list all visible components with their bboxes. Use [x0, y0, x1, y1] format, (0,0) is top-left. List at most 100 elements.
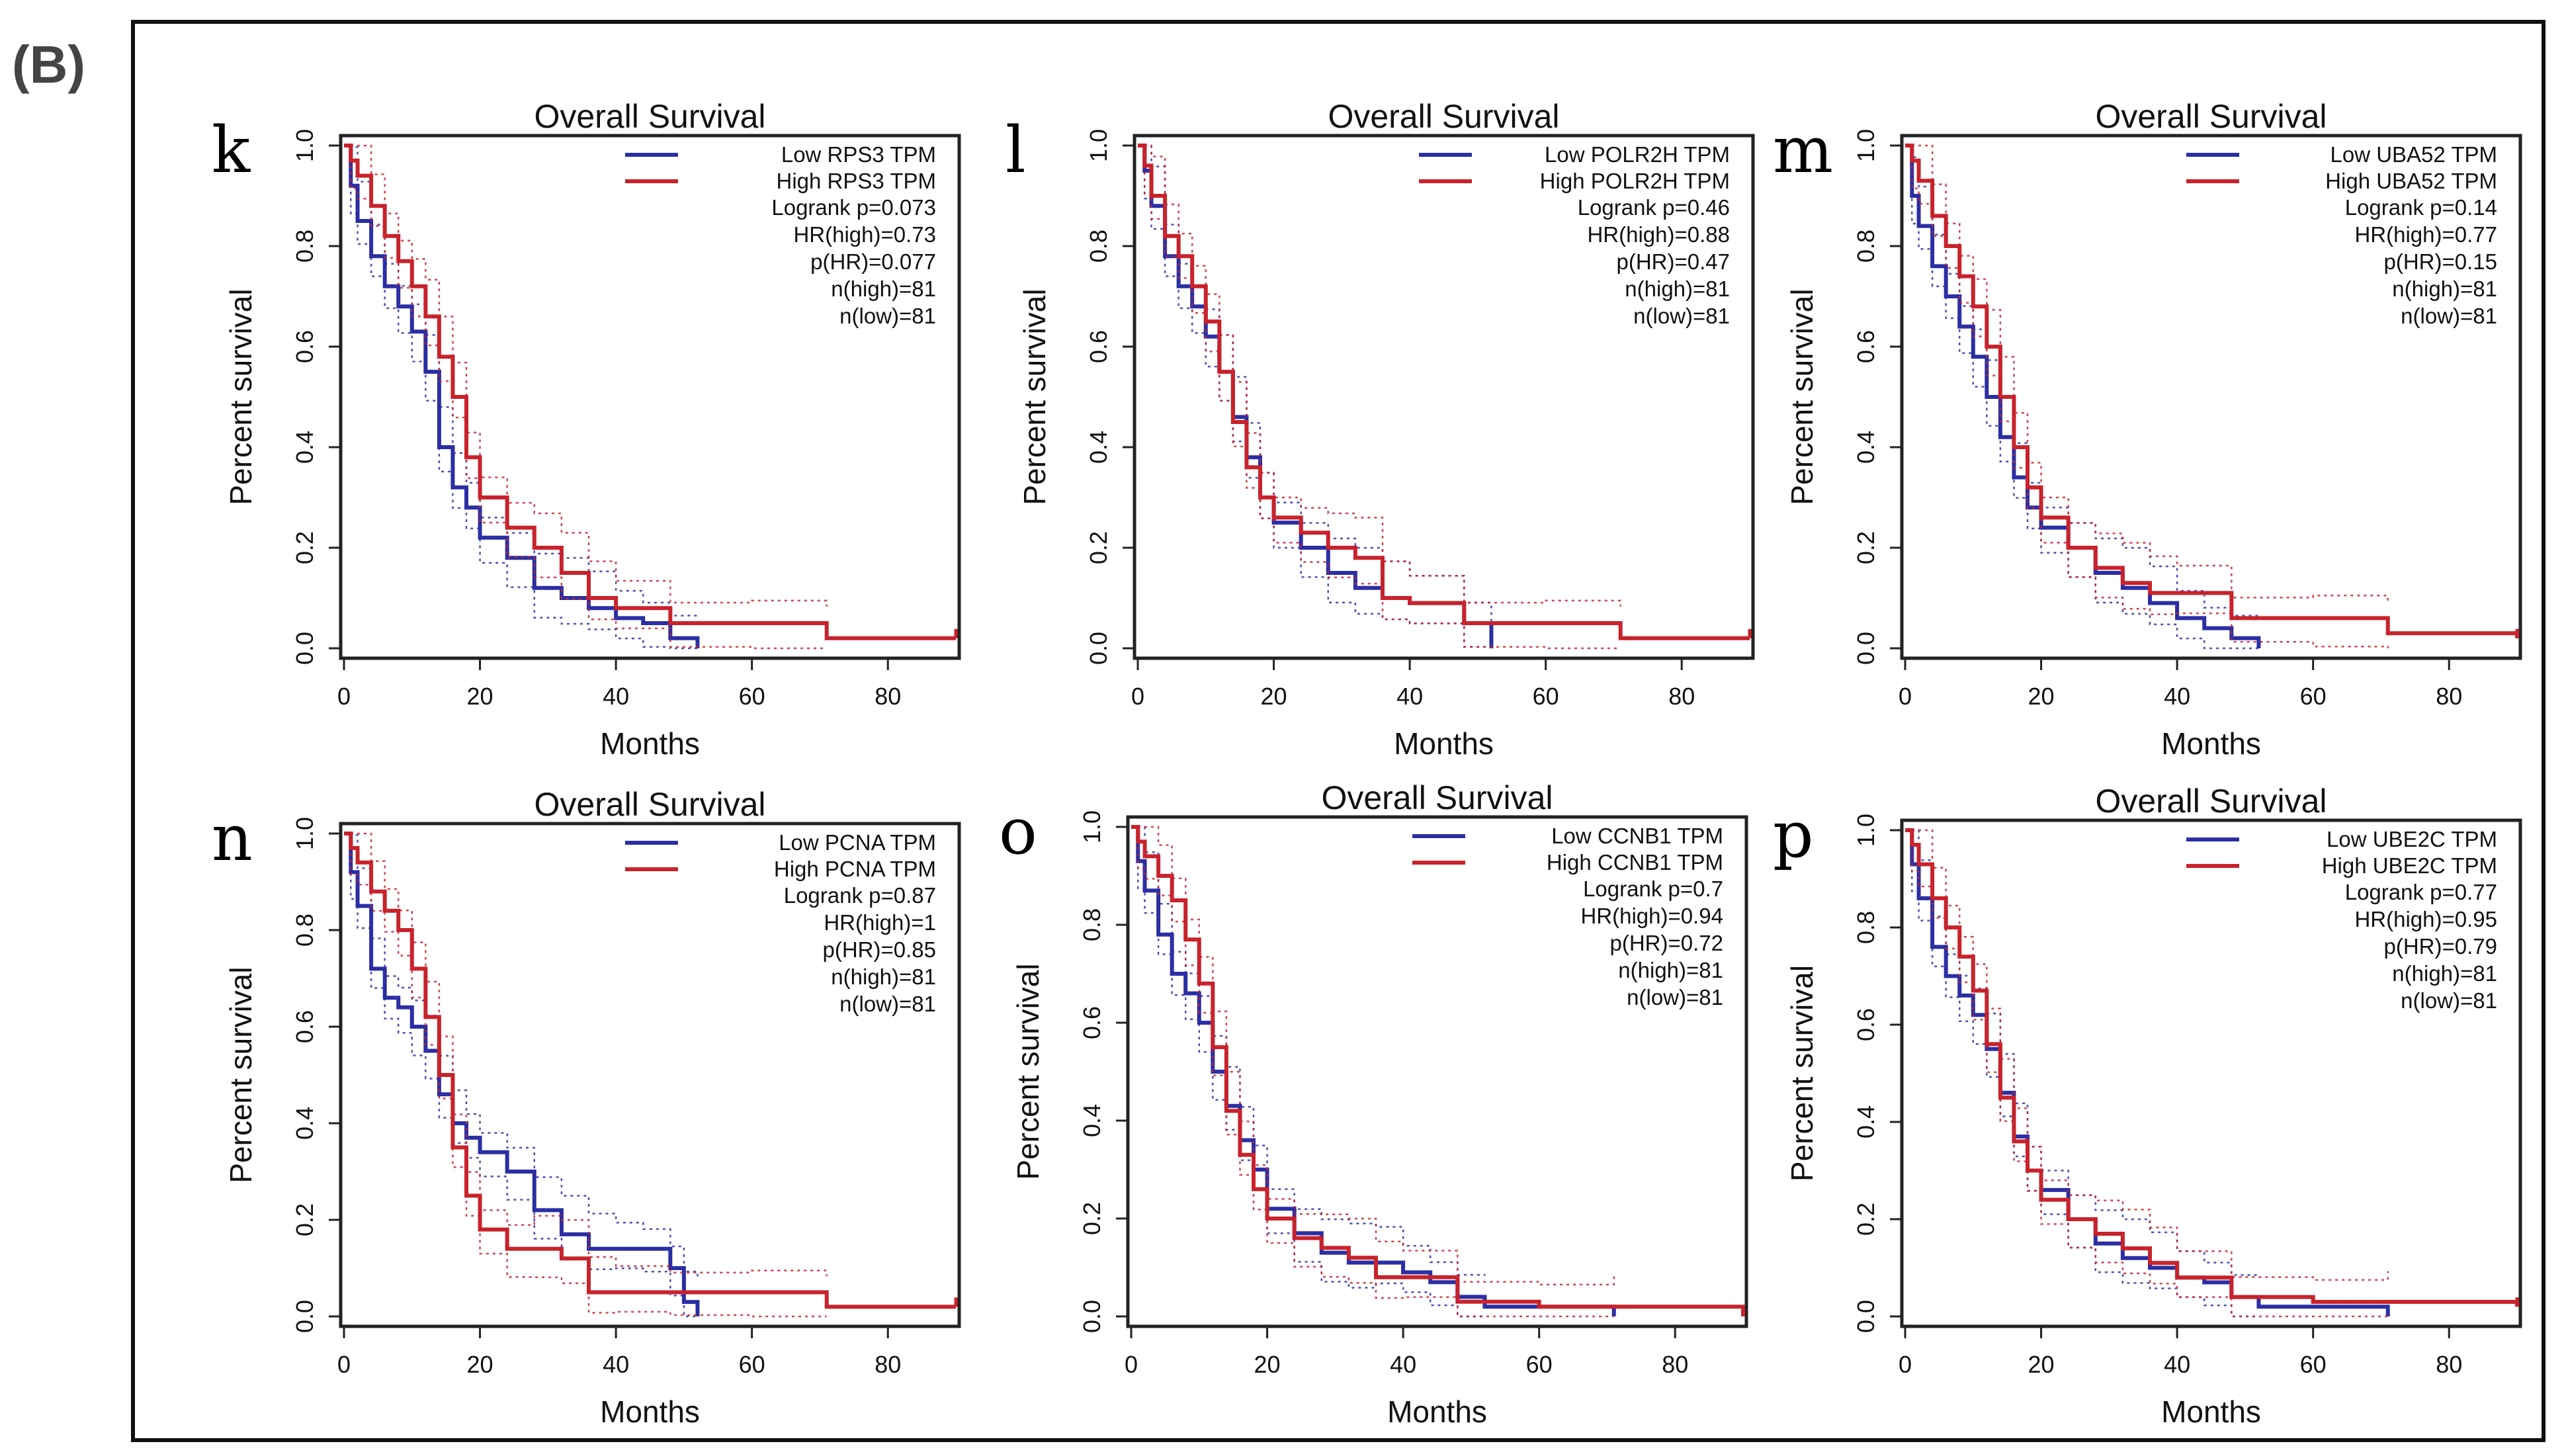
y-tick-label: 0.6	[291, 330, 318, 363]
x-tick-label: 40	[1396, 683, 1423, 710]
stat-annotation: Logrank p=0.77	[2345, 880, 2497, 904]
stat-annotation: Logrank p=0.46	[1578, 195, 1730, 220]
x-tick-label: 60	[1533, 683, 1559, 710]
chart-title: Overall Survival	[2095, 783, 2327, 820]
panel-m: m Overall Survival 0 20 40 60 80 0.0 0.2 0.4 0.6 0.…	[1773, 98, 2522, 761]
panel-letter: l	[1005, 113, 1026, 187]
ci-lower-band	[344, 144, 698, 650]
stat-annotation: n(high)=81	[2392, 961, 2497, 986]
x-axis-label: Months	[1394, 726, 1494, 761]
ci-upper-band	[1131, 826, 1486, 1276]
survival-curve-high	[344, 144, 956, 640]
y-tick-label: 1.0	[1852, 814, 1879, 847]
plot-box	[1126, 815, 1748, 1328]
chart-title: Overall Survival	[534, 98, 765, 135]
stat-annotation: Logrank p=0.14	[2345, 195, 2497, 220]
x-tick-label: 20	[467, 1351, 493, 1378]
x-tick-label: 0	[1131, 683, 1144, 710]
ci-upper-band	[1138, 144, 1492, 626]
x-tick-label: 60	[739, 683, 765, 710]
panel-n: n Overall Survival 0 20 40 60 80 0.0 0.2 0.4 0.6 0.…	[212, 786, 961, 1429]
y-tick-label: 0.0	[1078, 1300, 1105, 1333]
y-tick-label: 0.4	[1852, 1105, 1879, 1138]
y-tick-label: 0.2	[291, 531, 318, 564]
survival-curve-low	[344, 144, 700, 648]
y-axis-label: Percent survival	[1785, 288, 1819, 505]
survival-curve-high	[1905, 828, 2519, 1307]
x-tick-label: 80	[2436, 1351, 2462, 1378]
stat-annotation: n(low)=81	[1633, 304, 1730, 328]
stat-annotation: n(high)=81	[2392, 277, 2497, 301]
y-tick-label: 0.2	[1852, 1203, 1879, 1236]
stat-annotation: HR(high)=1	[824, 910, 936, 935]
plot-box	[1900, 134, 2522, 660]
legend-label: Low POLR2H TPM	[1545, 142, 1730, 167]
ci-upper-band	[344, 144, 828, 607]
panel-letter: m	[1773, 113, 1833, 187]
x-axis-label: Months	[600, 1394, 700, 1429]
ci-upper-band	[1905, 144, 2389, 602]
chart-title: Overall Survival	[2095, 98, 2327, 135]
ci-upper-band	[1131, 826, 1615, 1286]
y-tick-label: 0.6	[291, 1010, 318, 1043]
panel-letter: n	[212, 801, 253, 875]
panel-o: o Overall Survival 0 20 40 60 80 0.0 0.2 0.4 0.6 0.…	[999, 779, 1748, 1429]
y-tick-label: 0.8	[291, 230, 318, 263]
x-tick-label: 40	[2164, 683, 2190, 710]
ci-upper-band	[1905, 829, 2389, 1281]
survival-curve-low	[1905, 144, 2261, 648]
ci-lower-band	[1138, 144, 1621, 650]
x-tick-label: 20	[2028, 683, 2055, 710]
x-tick-label: 40	[603, 1351, 629, 1378]
panel-l: l Overall Survival 0 20 40 60 80 0.0 0.2 0.4 0.6 0.…	[1005, 98, 1755, 761]
stat-annotation: p(HR)=0.077	[810, 249, 936, 274]
plot-box	[1900, 818, 2522, 1328]
y-tick-label: 0.8	[1852, 911, 1879, 944]
y-tick-label: 0.4	[291, 1107, 318, 1140]
stat-annotation: p(HR)=0.72	[1610, 931, 1724, 955]
y-tick-label: 0.0	[1085, 632, 1112, 665]
y-tick-label: 0.2	[291, 1203, 318, 1236]
y-axis-label: Percent survival	[224, 288, 258, 505]
y-tick-label: 1.0	[1085, 129, 1112, 162]
legend-label: High RPS3 TPM	[777, 169, 936, 193]
y-tick-label: 0.8	[291, 914, 318, 947]
stat-annotation: p(HR)=0.79	[2384, 934, 2498, 959]
legend-label: Low RPS3 TPM	[781, 142, 936, 167]
ci-lower-band	[1131, 826, 1614, 1318]
stat-annotation: n(high)=81	[1618, 958, 1723, 982]
x-tick-label: 20	[1261, 683, 1287, 710]
survival-curve-high	[1905, 144, 2519, 638]
plot-box	[339, 134, 961, 660]
y-tick-label: 0.2	[1852, 531, 1879, 564]
survival-curve-high	[344, 832, 956, 1309]
panel-k: k Overall Survival 0 20 40 60 80 0.0 0.2 0.4 0.6 0.…	[212, 98, 961, 761]
y-tick-label: 0.4	[291, 431, 318, 464]
ci-lower-band	[1138, 144, 1492, 648]
y-axis-label: Percent survival	[1011, 963, 1045, 1179]
y-tick-label: 0.8	[1078, 908, 1105, 941]
x-tick-label: 20	[1254, 1351, 1281, 1378]
y-axis-label: Percent survival	[1017, 288, 1052, 505]
stat-annotation: n(low)=81	[839, 992, 936, 1016]
stat-annotation: Logrank p=0.87	[784, 883, 936, 908]
ci-lower-band	[344, 832, 827, 1318]
x-tick-label: 20	[2028, 1351, 2055, 1378]
y-tick-label: 1.0	[1852, 129, 1879, 162]
x-tick-label: 0	[1125, 1351, 1138, 1378]
x-tick-label: 40	[603, 683, 629, 710]
x-tick-label: 80	[1662, 1351, 1688, 1378]
panel-p: p Overall Survival 0 20 40 60 80 0.0 0.2 0.4 0.6 0.…	[1773, 783, 2522, 1429]
survival-curve-low	[344, 832, 700, 1316]
y-axis-label: Percent survival	[224, 966, 258, 1183]
figure-label: (B)	[12, 35, 86, 94]
y-tick-label: 0.4	[1085, 431, 1112, 464]
y-tick-label: 0.4	[1852, 431, 1879, 464]
x-tick-label: 40	[1390, 1351, 1416, 1378]
x-tick-label: 80	[875, 1351, 901, 1378]
stat-annotation: p(HR)=0.47	[1617, 249, 1731, 274]
y-tick-label: 0.8	[1852, 230, 1879, 263]
ci-upper-band	[344, 144, 699, 617]
plot-box	[339, 822, 961, 1328]
stat-annotation: Logrank p=0.073	[771, 195, 936, 220]
